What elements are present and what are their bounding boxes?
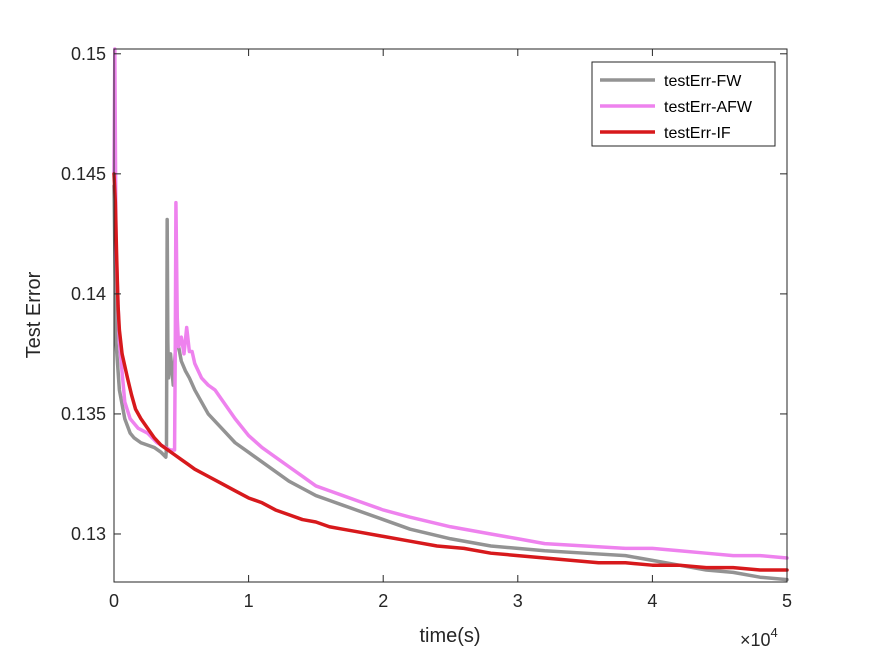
x-exponent-base: ×10: [740, 630, 771, 650]
y-tick-label-3: 0.145: [61, 164, 106, 184]
series-line-testErr-IF: [112, 172, 789, 572]
x-exponent-power: 4: [771, 625, 778, 640]
y-axis-label: Test Error: [23, 271, 45, 358]
y-tick-label-0: 0.13: [71, 524, 106, 544]
x-tick-label-2: 2: [378, 591, 388, 611]
legend: testErr-FW testErr-AFW testErr-IF: [591, 61, 776, 147]
x-tick-label-3: 3: [513, 591, 523, 611]
legend-label-testErr-IF: testErr-IF: [664, 125, 731, 142]
legend-label-testErr-AFW: testErr-AFW: [664, 99, 753, 116]
series-line-testErr-FW: [112, 184, 789, 582]
y-tick-label-2: 0.14: [71, 284, 106, 304]
x-axis-label: time(s): [419, 625, 480, 647]
y-tick-label-1: 0.135: [61, 404, 106, 424]
x-tick-label-1: 1: [244, 591, 254, 611]
axes-frame: [113, 48, 788, 583]
x-tick-label-4: 4: [647, 591, 657, 611]
x-exponent-multiplier: ×104: [740, 625, 778, 650]
series-layer: [112, 47, 789, 582]
legend-entries: testErr-FW testErr-AFW testErr-IF: [600, 73, 753, 142]
legend-label-testErr-FW: testErr-FW: [664, 73, 742, 90]
tick-labels-layer: 0 1 2 3 4 5 0.13 0.135 0.14 0.145 0.15: [61, 44, 792, 611]
y-tick-label-4: 0.15: [71, 44, 106, 64]
x-tick-label-5: 5: [782, 591, 792, 611]
ticks-layer: [113, 49, 788, 582]
x-tick-label-0: 0: [109, 591, 119, 611]
